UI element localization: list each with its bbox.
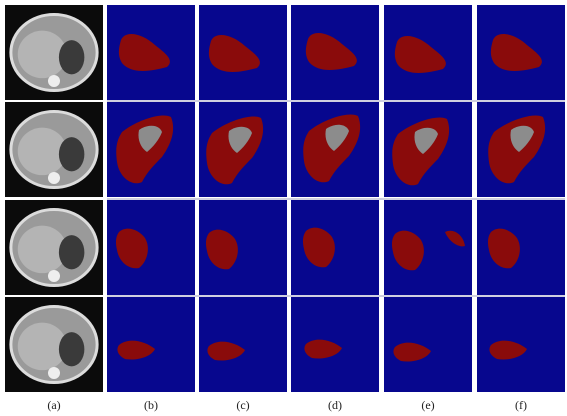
ct-spine bbox=[48, 367, 60, 379]
panel-label: (c) bbox=[236, 398, 249, 412]
ct-spine bbox=[48, 270, 60, 282]
mask-background bbox=[384, 297, 472, 392]
panel-label: (f) bbox=[515, 398, 527, 412]
panel-label: (e) bbox=[421, 398, 434, 412]
panels bbox=[5, 5, 565, 392]
ct-organ bbox=[59, 40, 84, 74]
page: (a)(b)(c)(d)(e)(f) (() => { const data =… bbox=[0, 0, 567, 416]
figure: (a) (b) (c) (d) (e) (f) bbox=[0, 0, 567, 416]
ct-spine bbox=[48, 172, 60, 184]
ct-organ bbox=[59, 137, 84, 171]
panel-label: (b) bbox=[144, 398, 158, 412]
panel-label: (a) bbox=[47, 398, 60, 412]
ct-spine bbox=[48, 75, 60, 87]
mask-background bbox=[477, 297, 565, 392]
panel-label: (d) bbox=[328, 398, 342, 412]
ct-organ bbox=[59, 332, 84, 366]
ct-organ bbox=[59, 235, 84, 269]
